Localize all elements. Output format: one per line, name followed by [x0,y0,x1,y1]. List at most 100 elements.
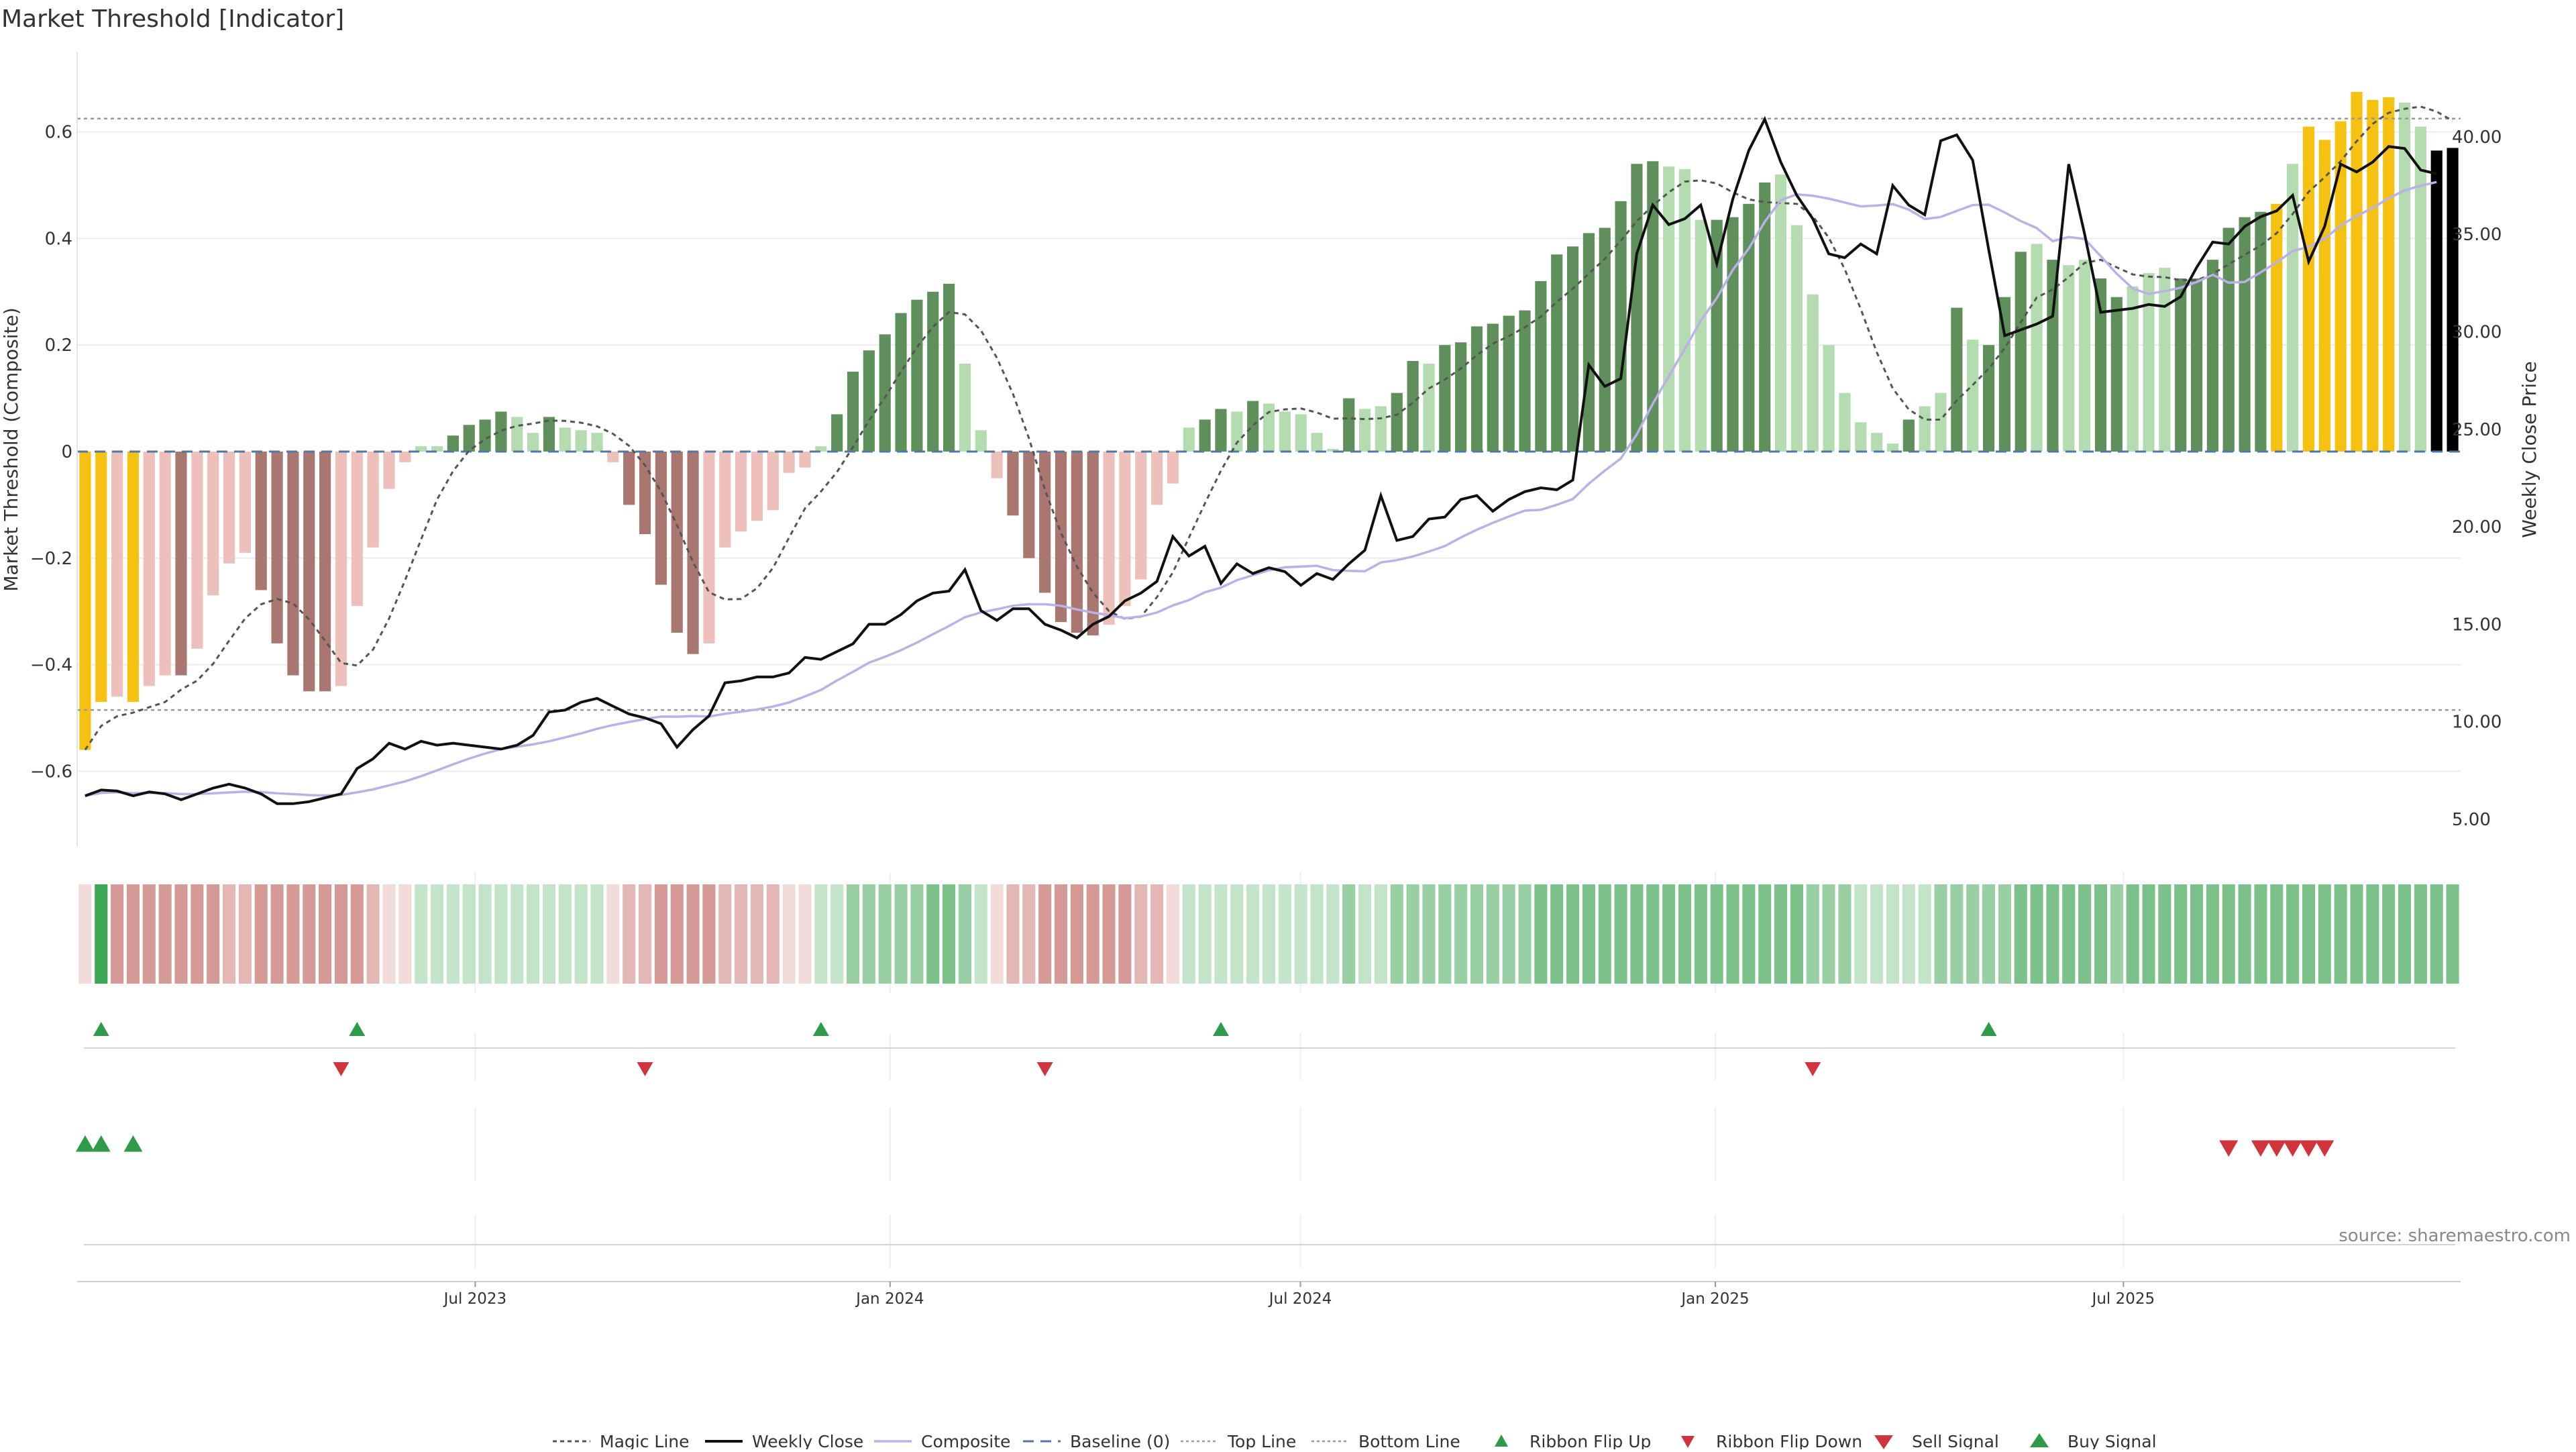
ribbon-cell [462,884,476,984]
composite-bar [735,452,747,532]
composite-bar [2063,265,2075,452]
left-y-axis: −0.6 −0.4 −0.2 0 0.2 0.4 0.6 [30,52,78,847]
ribbon-cell [1982,884,1996,984]
ribbon-cell [1950,884,1964,984]
magic-line [84,105,2453,751]
signal-rows [75,1022,2455,1245]
legend-label: Top Line [1227,1432,1296,1449]
ribbon-cell [1742,884,1756,984]
sell-signal-marker [2315,1140,2334,1157]
ribbon-cell [2414,884,2427,984]
ribbon-cell [1790,884,1803,984]
composite-bar [79,452,91,750]
composite-bar [479,419,491,452]
ribbon-cell [750,884,763,984]
ribbon-strip [78,884,2459,984]
ribbon-cell [1070,884,1083,984]
ribbon-cell [2142,884,2155,984]
legend-item-weekly: Weekly Close [705,1432,863,1451]
composite-bar [511,417,523,452]
ribbon-cell [1582,884,1595,984]
composite-bar [2015,252,2027,452]
sell-signal-marker [2219,1140,2239,1157]
ribbon-cell [1646,884,1660,984]
composite-bar [367,452,379,548]
composite-bar [2239,217,2251,452]
composite-bar [1551,254,1563,452]
ribbon-cell [1358,884,1372,984]
composite-bar [2414,126,2426,452]
composite-bar [1759,183,1771,452]
ribbon-cell [1566,884,1580,984]
ribbon-cell [542,884,555,984]
ribbon-flip-down-marker [1036,1062,1053,1076]
composite-line [85,180,2437,797]
ribbon-cell [1294,884,1307,984]
ribbon-cell [2046,884,2059,984]
y2-tick-label: 20.00 [2452,517,2502,537]
ribbon-cell [686,884,700,984]
ribbon-cell [1518,884,1532,984]
ribbon-cell [1854,884,1868,984]
composite-bar [399,452,411,462]
ribbon-cell [238,884,252,984]
gridlines [77,131,2461,1268]
ribbon-cell [990,884,1004,984]
legend-item-top: Top Line [1181,1432,1296,1451]
ribbon-cell [1262,884,1276,984]
composite-bars [79,92,2459,750]
y-tick-label: −0.6 [30,762,72,782]
ribbon-cell [398,884,412,984]
y2-tick-label: 15.00 [2452,615,2502,635]
source-note: source: sharemaestro.com [2339,1226,2571,1246]
ribbon-cell [2126,884,2139,984]
x-tick-label: Jan 2025 [1680,1290,1749,1308]
composite-bar [1167,452,1179,484]
ribbon-cell [1310,884,1324,984]
composite-bar [1678,169,1691,452]
ribbon-cell [1438,884,1452,984]
ribbon-cell [494,884,508,984]
composite-bar [719,452,731,548]
composite-bar [2430,150,2443,452]
legend-label: Weekly Close [752,1432,863,1449]
composite-bar [2383,97,2395,452]
ribbon-cell [1214,884,1228,984]
composite-bar [1423,363,1435,452]
ribbon-cell [1278,884,1291,984]
ribbon-cell [1614,884,1627,984]
composite-bar [1455,342,1467,452]
composite-bar [591,433,603,452]
legend-sell-icon [1874,1435,1893,1449]
legend-label: Magic Line [600,1432,690,1449]
composite-bar [1711,219,1723,452]
x-tick-label: Jul 2024 [1268,1290,1332,1308]
composite-bar [895,313,907,452]
composite-bar [607,452,619,462]
composite-bar [1103,452,1115,625]
ribbon-cell [766,884,780,984]
ribbon-cell [1054,884,1068,984]
composite-bar [1199,419,1211,452]
ribbon-cell [1390,884,1403,984]
ribbon-cell [1422,884,1436,984]
ribbon-cell [2030,884,2043,984]
ribbon-cell [511,884,524,984]
ribbon-cell [2158,884,2171,984]
ribbon-cell [958,884,971,984]
weekly-close-line [85,115,2437,805]
composite-bar [959,363,971,452]
legend-item-magic: Magic Line [553,1432,690,1451]
legend-label: Sell Signal [1912,1432,1999,1449]
composite-bar [927,291,939,452]
composite-bar [1215,409,1227,452]
y2-tick-label: 40.00 [2452,127,2502,148]
ribbon-cell [286,884,300,984]
legend-label: Ribbon Flip Up [1529,1432,1651,1449]
composite-bar [751,452,763,521]
ribbon-flip-up-marker [1212,1022,1229,1036]
ribbon-cell [2318,884,2331,984]
ribbon-cell [1470,884,1484,984]
composite-bar [383,452,395,489]
composite-bar [1055,452,1067,623]
